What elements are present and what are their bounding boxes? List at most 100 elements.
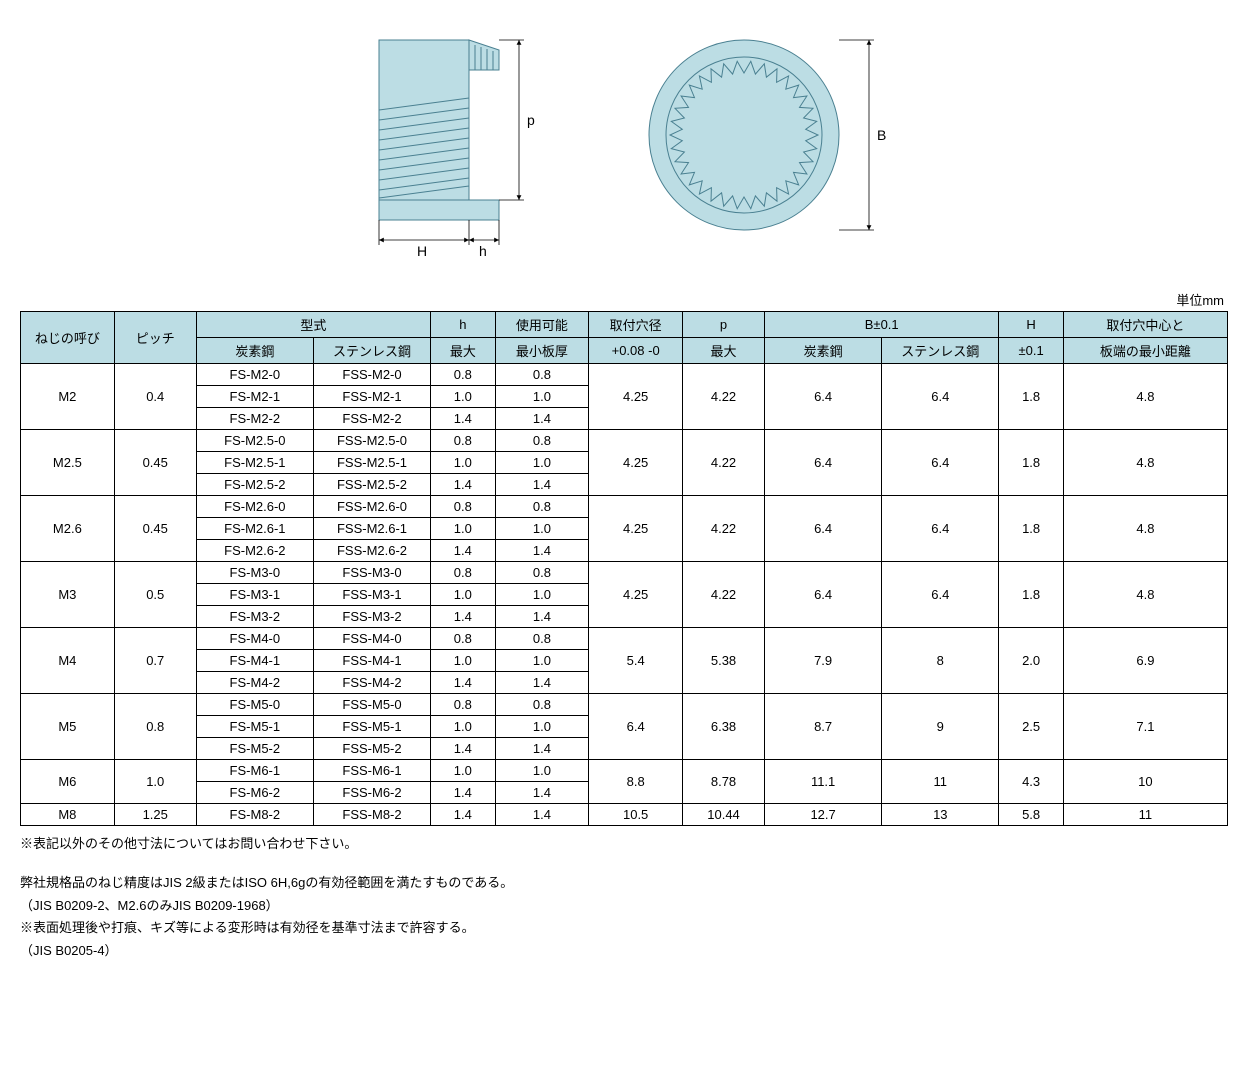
cell-t: 1.0	[495, 760, 589, 782]
cell-edge: 10	[1063, 760, 1227, 804]
cell-Bc: 6.4	[765, 364, 882, 430]
cell-carbon: FS-M4-2	[196, 672, 313, 694]
th-hole: 取付穴径	[589, 312, 683, 338]
table-row: M2.60.45FS-M2.6-0FSS-M2.6-00.80.84.254.2…	[21, 496, 1228, 518]
table-row: M2.50.45FS-M2.5-0FSS-M2.5-00.80.84.254.2…	[21, 430, 1228, 452]
cell-carbon: FS-M6-1	[196, 760, 313, 782]
cell-Bc: 12.7	[765, 804, 882, 826]
cell-stainless: FSS-M2.5-1	[313, 452, 430, 474]
cell-H: 4.3	[999, 760, 1063, 804]
cell-hole: 5.4	[589, 628, 683, 694]
cell-h: 1.4	[431, 782, 495, 804]
cell-h: 1.0	[431, 452, 495, 474]
th-usable: 使用可能	[495, 312, 589, 338]
cell-h: 1.0	[431, 716, 495, 738]
cell-carbon: FS-M3-0	[196, 562, 313, 584]
cell-edge: 4.8	[1063, 430, 1227, 496]
cell-t: 1.4	[495, 782, 589, 804]
cell-thread: M3	[21, 562, 115, 628]
cell-pitch: 0.45	[114, 430, 196, 496]
cell-hole: 4.25	[589, 364, 683, 430]
cell-thread: M4	[21, 628, 115, 694]
cell-Bc: 6.4	[765, 496, 882, 562]
cell-edge: 4.8	[1063, 364, 1227, 430]
cell-thread: M6	[21, 760, 115, 804]
cell-carbon: FS-M2.6-0	[196, 496, 313, 518]
cell-stainless: FSS-M8-2	[313, 804, 430, 826]
cell-stainless: FSS-M5-1	[313, 716, 430, 738]
cell-carbon: FS-M4-0	[196, 628, 313, 650]
th-h: h	[431, 312, 495, 338]
cell-stainless: FSS-M2.5-0	[313, 430, 430, 452]
cell-edge: 4.8	[1063, 496, 1227, 562]
cell-Bc: 11.1	[765, 760, 882, 804]
cell-Bc: 6.4	[765, 430, 882, 496]
cell-carbon: FS-M2-2	[196, 408, 313, 430]
cell-carbon: FS-M5-2	[196, 738, 313, 760]
th-B: B±0.1	[765, 312, 999, 338]
cell-hole: 8.8	[589, 760, 683, 804]
cell-thread: M8	[21, 804, 115, 826]
th-H: H	[999, 312, 1063, 338]
cell-pitch: 0.45	[114, 496, 196, 562]
cell-stainless: FSS-M4-0	[313, 628, 430, 650]
cell-h: 1.0	[431, 518, 495, 540]
dim-B-label: B	[877, 127, 886, 143]
cell-edge: 6.9	[1063, 628, 1227, 694]
cell-t: 1.0	[495, 584, 589, 606]
cell-pitch: 0.8	[114, 694, 196, 760]
cell-t: 1.0	[495, 716, 589, 738]
table-row: M30.5FS-M3-0FSS-M3-00.80.84.254.226.46.4…	[21, 562, 1228, 584]
th-edge: 取付穴中心と	[1063, 312, 1227, 338]
cell-carbon: FS-M2.5-0	[196, 430, 313, 452]
th-p: p	[683, 312, 765, 338]
cell-carbon: FS-M5-0	[196, 694, 313, 716]
cell-h: 0.8	[431, 430, 495, 452]
cell-t: 0.8	[495, 364, 589, 386]
cell-stainless: FSS-M2-1	[313, 386, 430, 408]
cell-h: 0.8	[431, 364, 495, 386]
cell-t: 1.4	[495, 738, 589, 760]
cell-thread: M2	[21, 364, 115, 430]
th-model-carbon: 炭素鋼	[196, 338, 313, 364]
cell-stainless: FSS-M2.6-1	[313, 518, 430, 540]
cell-carbon: FS-M8-2	[196, 804, 313, 826]
cell-carbon: FS-M3-2	[196, 606, 313, 628]
cell-t: 1.4	[495, 408, 589, 430]
cell-p: 10.44	[683, 804, 765, 826]
cell-h: 1.0	[431, 650, 495, 672]
dim-h-label: h	[479, 243, 487, 259]
cell-p: 4.22	[683, 364, 765, 430]
cell-stainless: FSS-M2.6-2	[313, 540, 430, 562]
th-H-sub: ±0.1	[999, 338, 1063, 364]
th-pitch: ピッチ	[114, 312, 196, 364]
cell-t: 1.4	[495, 606, 589, 628]
cell-carbon: FS-M2-1	[196, 386, 313, 408]
table-row: M20.4FS-M2-0FSS-M2-00.80.84.254.226.46.4…	[21, 364, 1228, 386]
cell-pitch: 1.0	[114, 760, 196, 804]
cell-carbon: FS-M2-0	[196, 364, 313, 386]
cell-h: 1.0	[431, 584, 495, 606]
cell-stainless: FSS-M3-0	[313, 562, 430, 584]
cell-thread: M2.6	[21, 496, 115, 562]
cell-h: 1.4	[431, 474, 495, 496]
th-h-sub: 最大	[431, 338, 495, 364]
cell-pitch: 0.4	[114, 364, 196, 430]
cell-stainless: FSS-M6-1	[313, 760, 430, 782]
cell-pitch: 0.7	[114, 628, 196, 694]
cell-p: 8.78	[683, 760, 765, 804]
cell-stainless: FSS-M5-0	[313, 694, 430, 716]
cell-t: 1.4	[495, 474, 589, 496]
cell-t: 1.0	[495, 518, 589, 540]
note-4: ※表面処理後や打痕、キズ等による変形時は有効径を基準寸法まで許容する。	[20, 918, 1228, 939]
cell-t: 0.8	[495, 562, 589, 584]
cell-carbon: FS-M2.5-1	[196, 452, 313, 474]
unit-label: 単位mm	[20, 290, 1228, 309]
table-row: M50.8FS-M5-0FSS-M5-00.80.86.46.388.792.5…	[21, 694, 1228, 716]
cell-Bs: 13	[882, 804, 999, 826]
cell-H: 1.8	[999, 562, 1063, 628]
cell-edge: 4.8	[1063, 562, 1227, 628]
th-thread: ねじの呼び	[21, 312, 115, 364]
note-5: （JIS B0205-4）	[20, 941, 1228, 962]
th-model: 型式	[196, 312, 430, 338]
